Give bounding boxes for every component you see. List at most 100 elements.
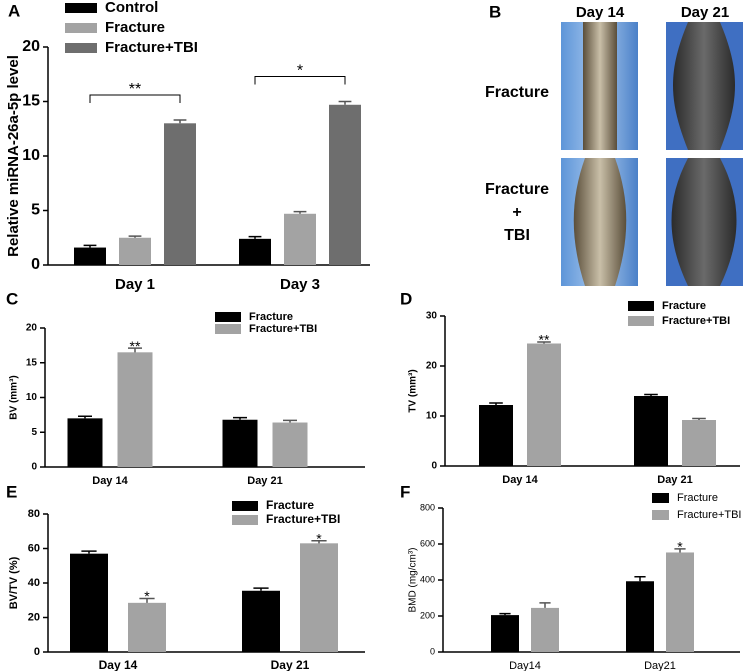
- x-tick-label: Day 14: [99, 658, 138, 671]
- chart-panel: D TV (mm³) 0 10 20 30 Day 14 Day 21 Fracture Frac…: [400, 289, 740, 486]
- y-tick-label: 20: [426, 361, 438, 372]
- bar: [67, 418, 103, 467]
- error-bar: [499, 612, 511, 616]
- legend-label: Fracture: [266, 498, 314, 512]
- significance-mark: *: [297, 63, 303, 80]
- significance-mark: **: [129, 81, 141, 98]
- y-tick-label: 0: [430, 646, 435, 656]
- bone: [573, 158, 627, 286]
- significance-mark: **: [539, 332, 550, 348]
- bar: [242, 590, 280, 652]
- significance-mark: **: [130, 338, 141, 354]
- chart-panel: E BV/TV (%) 0 20 40 60 80 Day 14 Day 21 FractureF…: [6, 482, 365, 671]
- legend-label: Fracture+TBI: [662, 315, 730, 327]
- y-axis-label: Relative miRNA-26a-5p level: [5, 55, 22, 257]
- panel-label: A: [8, 1, 20, 20]
- panel-label: E: [6, 482, 17, 501]
- y-axis-label: BV (mm³): [9, 375, 20, 419]
- x-tick-label: Day21: [644, 660, 676, 671]
- x-tick-label: Day 21: [657, 474, 692, 486]
- error-bar: [674, 548, 686, 553]
- significance-mark: *: [144, 588, 150, 604]
- error-bar: [139, 597, 155, 603]
- legend-label: Fracture: [105, 19, 165, 36]
- y-tick-label: 0: [31, 256, 40, 273]
- panel-label: B: [489, 2, 501, 21]
- error-bar: [128, 235, 142, 238]
- legend-label: Fracture+TBI: [266, 512, 340, 526]
- row-label: +: [512, 204, 521, 221]
- legend-swatch: [215, 312, 241, 322]
- y-tick-label: 60: [28, 542, 40, 554]
- y-axis-label: BV/TV (%): [8, 556, 20, 609]
- chart-panel: A Relative miRNA-26a-5p level 0 5 10 15 20 Day …: [5, 0, 370, 293]
- error-bar: [78, 415, 92, 419]
- bar: [272, 422, 308, 467]
- y-axis-label: BMD (mg/cm³): [408, 548, 419, 613]
- bar: [239, 238, 271, 265]
- y-tick-label: 200: [420, 610, 435, 620]
- legend-swatch: [628, 301, 654, 311]
- error-bar: [644, 393, 658, 396]
- x-tick-label: Day 14: [502, 474, 538, 486]
- image-panel: B Day 14 Day 21 Fracture Fracture + TBI: [485, 2, 743, 286]
- error-bar: [253, 587, 269, 591]
- legend-swatch: [652, 493, 669, 503]
- bar: [626, 581, 654, 652]
- error-bar: [248, 235, 262, 239]
- bone: [671, 158, 737, 286]
- y-tick-label: 10: [26, 392, 38, 403]
- row-label: Fracture: [485, 84, 549, 101]
- error-bar: [539, 602, 551, 608]
- legend-label: Control: [105, 0, 158, 16]
- y-tick-label: 10: [426, 411, 438, 422]
- y-tick-label: 600: [420, 538, 435, 548]
- bar: [479, 405, 513, 466]
- panel-label: D: [400, 289, 412, 308]
- legend-label: Fracture+TBI: [249, 323, 317, 335]
- column-label: Day 21: [681, 4, 729, 21]
- bar: [74, 247, 106, 265]
- error-bar: [338, 100, 352, 105]
- x-tick-label: Day 14: [92, 475, 128, 487]
- legend-swatch: [652, 510, 669, 520]
- chart-panel: F BMD (mg/cm³) 0 200 400 600 800 Day14 Day21 Frac…: [400, 482, 742, 671]
- bar: [119, 237, 151, 265]
- significance-bracket: [89, 94, 181, 104]
- bar: [531, 607, 559, 652]
- legend-swatch: [232, 515, 258, 525]
- y-tick-label: 0: [31, 462, 37, 473]
- error-bar: [489, 402, 503, 405]
- y-axis-label: TV (mm³): [408, 369, 419, 412]
- bar: [491, 615, 519, 652]
- row-label: TBI: [504, 227, 530, 244]
- y-tick-label: 0: [34, 646, 40, 658]
- x-tick-label: Day 21: [247, 475, 282, 487]
- legend-swatch: [215, 324, 241, 334]
- y-tick-label: 40: [28, 577, 40, 589]
- y-tick-label: 20: [22, 38, 40, 55]
- x-tick-label: Day 3: [280, 276, 320, 293]
- bar: [117, 352, 153, 467]
- error-bar: [634, 576, 646, 582]
- y-tick-label: 5: [31, 427, 37, 438]
- significance-mark: *: [316, 530, 322, 546]
- bar: [666, 552, 694, 652]
- legend-label: Fracture: [249, 311, 293, 323]
- bar: [164, 123, 196, 265]
- y-tick-label: 10: [22, 147, 40, 164]
- error-bar: [283, 419, 297, 423]
- panel-label: F: [400, 482, 410, 501]
- error-bar: [128, 347, 142, 353]
- legend-swatch: [65, 23, 97, 33]
- legend-swatch: [65, 43, 97, 53]
- legend-swatch: [232, 501, 258, 511]
- legend-label: Fracture: [662, 300, 706, 312]
- row-label: Fracture: [485, 181, 549, 198]
- y-tick-label: 80: [28, 508, 40, 520]
- bar: [70, 553, 108, 652]
- y-tick-label: 15: [26, 357, 38, 368]
- significance-mark: *: [677, 539, 683, 555]
- panel-label: C: [6, 289, 18, 308]
